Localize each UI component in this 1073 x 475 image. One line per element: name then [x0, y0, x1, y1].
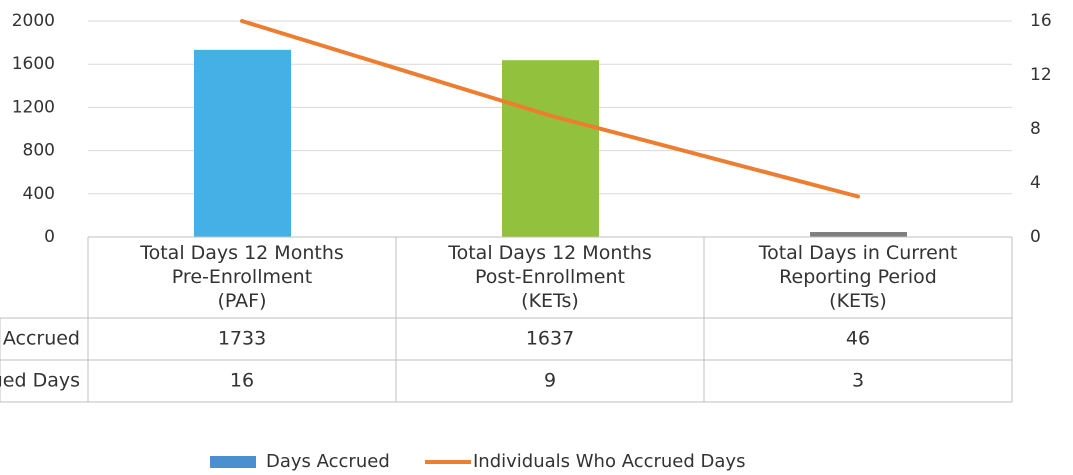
y2-tick-label: 16 — [1030, 11, 1052, 31]
bar — [810, 232, 907, 237]
category-cell: Total Days 12 Months Pre-Enrollment (PAF… — [140, 242, 344, 312]
category-cell: Total Days 12 Months Post-Enrollment (KE… — [448, 242, 652, 312]
legend-label: Days Accrued — [266, 451, 390, 472]
table-row-label: Days Accrued — [0, 328, 80, 350]
x-tick-label: Total Days 12 Months Post-Enrollment (KE… — [448, 242, 652, 312]
table-value: 9 — [544, 370, 556, 392]
y-tick-label: 1600 — [12, 54, 55, 74]
category-cell: Total Days in Current Reporting Period (… — [758, 242, 958, 312]
y-tick-label: 800 — [23, 141, 55, 161]
legend-swatch — [210, 456, 256, 468]
table-value: 16 — [230, 370, 254, 392]
y-tick-label: 400 — [23, 184, 55, 204]
y-tick-label: 0 — [44, 227, 55, 247]
table-value: 46 — [846, 328, 870, 350]
y2-tick-label: 8 — [1030, 119, 1041, 139]
line — [240, 19, 860, 199]
table-value: 1637 — [526, 328, 574, 350]
table-value: 3 — [852, 370, 864, 392]
y-tick-label: 1200 — [12, 97, 55, 117]
x-tick-label: Total Days 12 Months Pre-Enrollment (PAF… — [140, 242, 344, 312]
x-tick-label: Total Days in Current Reporting Period (… — [758, 242, 958, 312]
y2-tick-label: 4 — [1030, 173, 1041, 193]
table-value: 1733 — [218, 328, 266, 350]
legend-label: Individuals Who Accrued Days — [473, 451, 745, 472]
y2-tick-label: 0 — [1030, 227, 1041, 247]
bar — [502, 60, 599, 238]
y2-tick-label: 12 — [1030, 65, 1052, 85]
y-tick-label: 2000 — [12, 11, 55, 31]
table-row-label: Individuals Who Accrued Days — [0, 370, 80, 392]
bar — [194, 49, 291, 237]
